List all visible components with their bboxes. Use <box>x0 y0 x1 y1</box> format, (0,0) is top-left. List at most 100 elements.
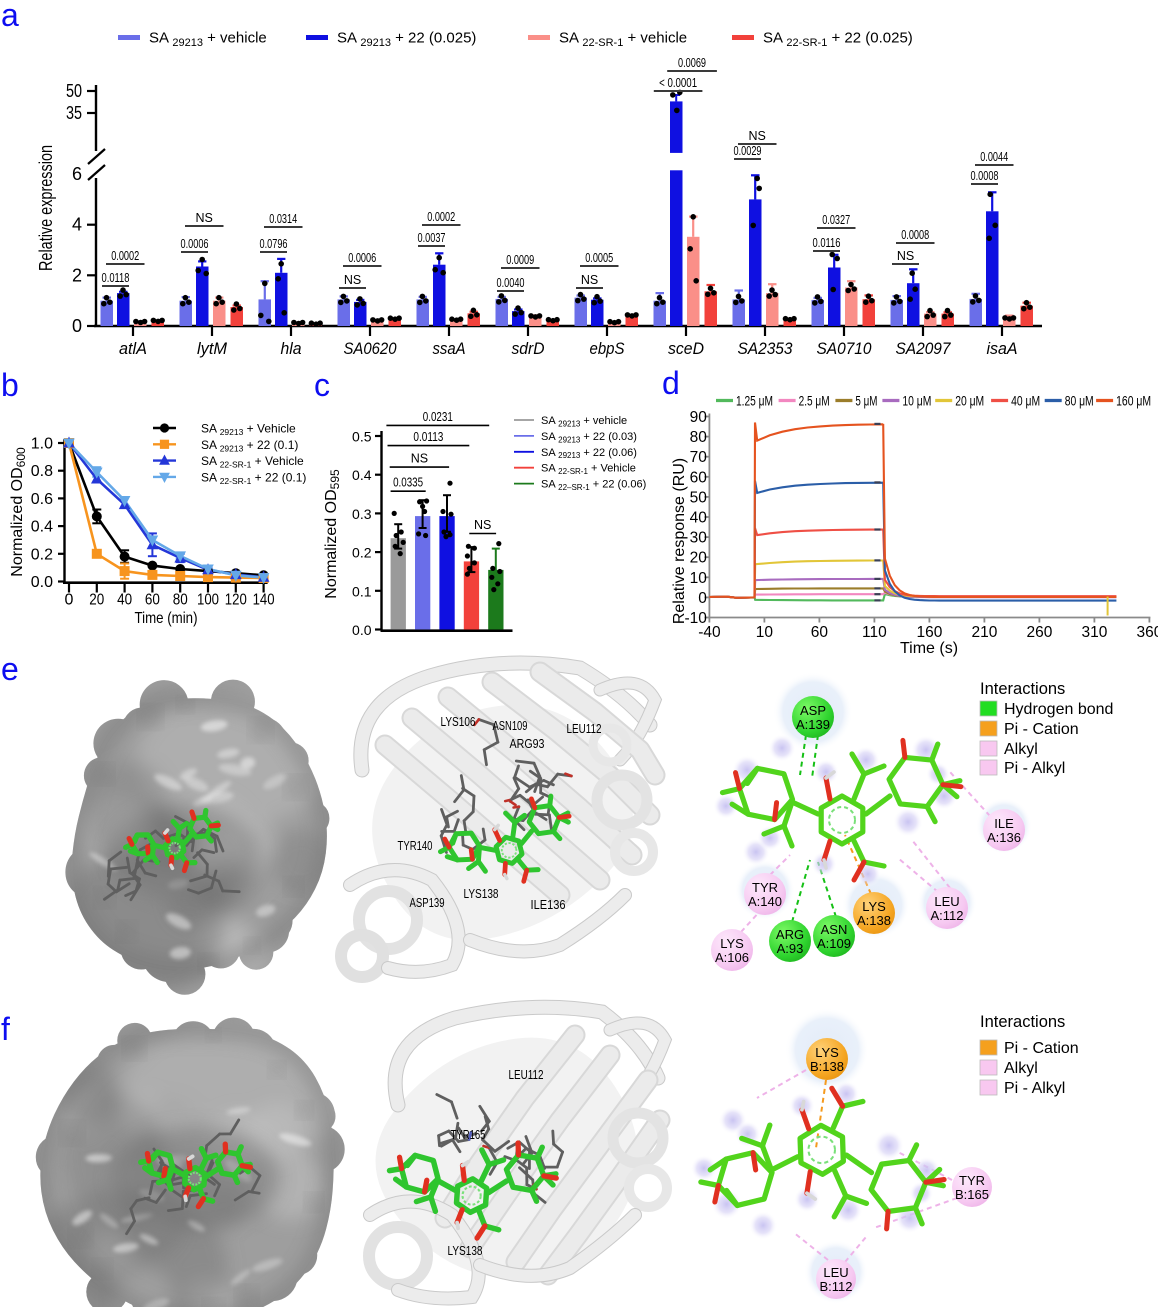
svg-text:360: 360 <box>1136 624 1158 641</box>
svg-text:0: 0 <box>65 592 74 609</box>
svg-text:20 μM: 20 μM <box>955 393 984 409</box>
svg-text:ILE: ILE <box>994 816 1014 831</box>
svg-text:20: 20 <box>690 550 708 567</box>
svg-text:A:136: A:136 <box>987 830 1021 845</box>
svg-text:Relative expression: Relative expression <box>36 145 56 271</box>
svg-text:0.0: 0.0 <box>31 574 53 591</box>
svg-text:-10: -10 <box>684 610 707 627</box>
svg-text:0.2: 0.2 <box>31 546 53 563</box>
svg-text:40: 40 <box>690 510 708 527</box>
svg-text:SA0710: SA0710 <box>817 339 872 358</box>
svg-text:0.4: 0.4 <box>31 519 53 536</box>
svg-text:Time (s): Time (s) <box>900 640 958 657</box>
svg-text:NS: NS <box>196 211 213 225</box>
svg-text:Pi - Alkyl: Pi - Alkyl <box>1004 1080 1065 1097</box>
svg-text:LYS138: LYS138 <box>464 886 499 901</box>
svg-text:SA 22–SR-1 + 22 (0.06): SA 22–SR-1 + 22 (0.06) <box>541 479 646 492</box>
svg-text:Pi - Alkyl: Pi - Alkyl <box>1004 760 1065 777</box>
svg-text:LYS106: LYS106 <box>441 714 476 729</box>
svg-text:6: 6 <box>72 164 82 184</box>
svg-text:50: 50 <box>66 81 82 101</box>
svg-text:310: 310 <box>1081 624 1107 641</box>
svg-text:40 μM: 40 μM <box>1011 393 1040 409</box>
svg-text:0.0006: 0.0006 <box>348 251 376 265</box>
svg-text:B:165: B:165 <box>955 1187 989 1202</box>
svg-text:SA2353: SA2353 <box>738 339 793 358</box>
svg-text:Normalized OD595: Normalized OD595 <box>323 469 342 599</box>
svg-text:SA 29213 + Vehicle: SA 29213 + Vehicle <box>201 422 296 438</box>
svg-text:LYS: LYS <box>720 936 744 951</box>
svg-text:90: 90 <box>690 409 708 426</box>
svg-text:0.0069: 0.0069 <box>678 56 706 70</box>
svg-text:0.0231: 0.0231 <box>423 410 453 424</box>
svg-text:atlA: atlA <box>119 339 147 358</box>
svg-text:LEU112: LEU112 <box>567 721 602 736</box>
svg-text:0.0314: 0.0314 <box>269 212 297 226</box>
svg-text:SA 22-SR-1 + Vehicle: SA 22-SR-1 + Vehicle <box>541 463 636 476</box>
svg-text:80: 80 <box>690 429 708 446</box>
svg-text:A:139: A:139 <box>796 717 830 732</box>
svg-text:LYS: LYS <box>862 899 886 914</box>
svg-text:Interactions: Interactions <box>980 680 1065 698</box>
svg-text:2: 2 <box>72 265 82 285</box>
svg-text:SA 29213 + 22 (0.06): SA 29213 + 22 (0.06) <box>541 447 637 460</box>
svg-text:0.0037: 0.0037 <box>418 231 446 245</box>
svg-text:SA 29213 + vehicle: SA 29213 + vehicle <box>541 415 627 428</box>
svg-text:0.0: 0.0 <box>352 622 372 638</box>
svg-text:Relative response (RU): Relative response (RU) <box>671 458 688 624</box>
svg-text:0.0006: 0.0006 <box>181 237 209 251</box>
svg-text:NS: NS <box>344 273 361 287</box>
svg-text:LYS138: LYS138 <box>448 1243 483 1258</box>
svg-text:0.0040: 0.0040 <box>497 276 525 290</box>
svg-text:120: 120 <box>225 592 247 609</box>
svg-text:110: 110 <box>862 624 887 641</box>
svg-text:0.3: 0.3 <box>352 506 372 522</box>
svg-text:Pi - Cation: Pi - Cation <box>1004 1040 1079 1057</box>
svg-text:ASP139: ASP139 <box>410 895 445 910</box>
svg-text:1.0: 1.0 <box>31 436 53 453</box>
svg-text:SA 22-SR-1 + Vehicle: SA 22-SR-1 + Vehicle <box>201 454 304 470</box>
svg-text:A:93: A:93 <box>777 941 804 956</box>
svg-text:160: 160 <box>916 624 942 641</box>
svg-text:0.8: 0.8 <box>31 463 53 480</box>
svg-text:LEU: LEU <box>823 1265 848 1280</box>
svg-text:40: 40 <box>117 592 132 609</box>
svg-text:10: 10 <box>690 570 708 587</box>
svg-text:Time (min): Time (min) <box>135 610 198 627</box>
svg-text:0.0009: 0.0009 <box>506 253 534 267</box>
svg-text:Hydrogen bond: Hydrogen bond <box>1004 701 1113 718</box>
svg-text:f: f <box>1 1011 10 1047</box>
svg-text:60: 60 <box>145 592 160 609</box>
svg-text:SA2097: SA2097 <box>896 339 951 358</box>
svg-text:Normalized OD600: Normalized OD600 <box>9 447 28 577</box>
svg-text:SA 22-SR-1 + 22 (0.025): SA 22-SR-1 + 22 (0.025) <box>763 30 913 49</box>
svg-text:B:138: B:138 <box>810 1059 844 1074</box>
svg-text:4: 4 <box>72 215 82 235</box>
svg-text:0.0002: 0.0002 <box>427 210 455 224</box>
svg-text:ASP: ASP <box>800 703 826 718</box>
svg-text:NS: NS <box>749 129 766 143</box>
svg-text:NS: NS <box>474 518 491 532</box>
svg-text:0.0118: 0.0118 <box>102 271 130 285</box>
svg-text:210: 210 <box>971 624 997 641</box>
svg-text:0.0044: 0.0044 <box>980 150 1008 164</box>
svg-text:A:140: A:140 <box>748 894 782 909</box>
svg-text:e: e <box>1 651 19 687</box>
svg-text:ILE136: ILE136 <box>531 897 566 912</box>
svg-text:0.0116: 0.0116 <box>813 236 841 250</box>
svg-text:sdrD: sdrD <box>512 339 545 358</box>
svg-text:0.0335: 0.0335 <box>393 476 423 490</box>
svg-text:SA 22-SR-1 + vehicle: SA 22-SR-1 + vehicle <box>559 30 687 49</box>
svg-text:A:109: A:109 <box>817 936 851 951</box>
svg-text:ARG93: ARG93 <box>510 736 545 751</box>
svg-text:c: c <box>314 367 330 403</box>
svg-text:-40: -40 <box>698 624 721 641</box>
svg-text:5 μM: 5 μM <box>855 393 877 409</box>
svg-text:20: 20 <box>89 592 104 609</box>
svg-text:A:112: A:112 <box>930 908 963 923</box>
svg-text:isaA: isaA <box>987 339 1018 358</box>
svg-text:B:112: B:112 <box>819 1279 852 1294</box>
svg-text:10 μM: 10 μM <box>902 393 931 409</box>
svg-text:SA 22-SR-1 + 22 (0.1): SA 22-SR-1 + 22 (0.1) <box>201 470 306 486</box>
svg-text:SA0620: SA0620 <box>344 339 397 358</box>
